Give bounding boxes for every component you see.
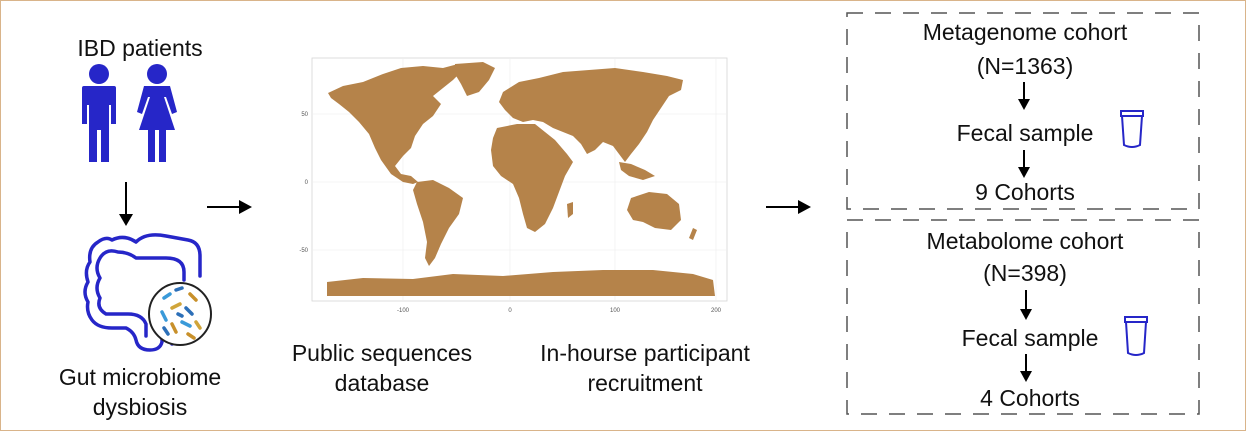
down-arrow-left — [119, 182, 133, 226]
metabolome-fecal-sample: Fecal sample — [961, 325, 1099, 351]
sample-cup-icon — [1120, 110, 1144, 148]
metabolome-title: Metabolome cohort — [926, 228, 1124, 254]
metabolome-box — [846, 219, 1200, 415]
north-america — [328, 64, 461, 184]
metabolome-cohorts: 4 Cohorts — [980, 385, 1080, 411]
female-icon — [137, 64, 177, 162]
new-zealand — [689, 228, 697, 240]
intestine-outline — [83, 233, 202, 352]
bacteria-icon — [160, 286, 202, 340]
metagenome-title: Metagenome cohort — [922, 19, 1128, 45]
public-database-caption-line1: Public sequences — [291, 340, 473, 366]
dysbiosis-label-line2: dysbiosis — [92, 394, 188, 420]
metagenome-n: (N=1363) — [976, 53, 1074, 79]
y-tick-label: 50 — [301, 112, 308, 118]
inhouse-recruitment-caption-line2: recruitment — [587, 370, 703, 396]
dysbiosis-label-line1: Gut microbiome — [58, 364, 222, 390]
male-icon — [82, 64, 116, 162]
gut-microbiome-icon — [83, 233, 212, 352]
eurasia — [499, 68, 683, 162]
public-database-caption-line2: database — [334, 370, 430, 396]
right-arrow-2 — [766, 200, 811, 214]
metagenome-cohorts: 9 Cohorts — [975, 179, 1075, 205]
continents — [327, 62, 715, 296]
inhouse-recruitment-caption-line1: In-hourse participant — [540, 340, 750, 366]
x-tick-label: 200 — [711, 308, 722, 314]
cohort-dashed-boxes — [846, 12, 1200, 415]
madagascar — [567, 202, 573, 218]
y-tick-label: -50 — [299, 248, 308, 254]
south-america — [413, 180, 463, 266]
y-tick-label: 0 — [305, 180, 309, 186]
metagenome-box — [846, 12, 1200, 210]
world-map: 50 0 -50 -100 0 100 200 — [299, 57, 728, 314]
ibd-patients-label: IBD patients — [77, 35, 203, 61]
sample-cup-icon — [1124, 316, 1148, 356]
metagenome-fecal-sample: Fecal sample — [956, 120, 1094, 146]
down-arrow-metabolome-2 — [1020, 354, 1032, 382]
down-arrow-metabolome-1 — [1020, 290, 1032, 320]
metabolome-n: (N=398) — [983, 260, 1067, 286]
greenland — [455, 62, 495, 96]
australia — [627, 192, 681, 230]
x-tick-label: 100 — [610, 308, 621, 314]
antarctica — [327, 270, 715, 296]
southeast-asia — [619, 162, 655, 180]
down-arrow-metagenome-1 — [1018, 82, 1030, 110]
down-arrow-metagenome-2 — [1018, 150, 1030, 178]
right-arrow-1 — [207, 200, 252, 214]
x-tick-label: -100 — [397, 308, 410, 314]
x-tick-label: 0 — [508, 308, 512, 314]
patients-icon — [82, 64, 177, 162]
africa — [491, 124, 573, 232]
